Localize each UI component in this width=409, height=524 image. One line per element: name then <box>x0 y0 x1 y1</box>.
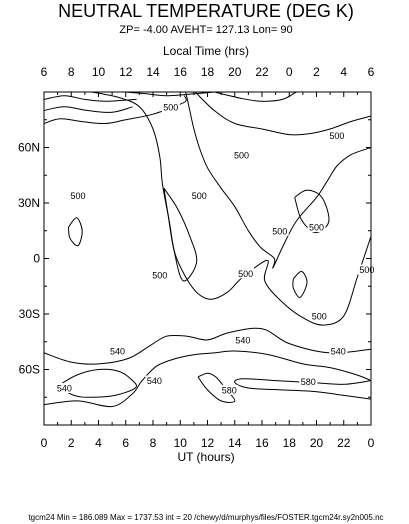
contour-line-580-15 <box>197 372 236 403</box>
ut-tick-label: 2 <box>68 436 75 450</box>
contour-label-1: 500 <box>329 131 344 141</box>
contour-label-0: 500 <box>163 102 178 112</box>
contour-labels: 500 500 500 500 500 500 500 500 500 500 500 540 540 5… <box>55 101 376 395</box>
contour-label-8: 500 <box>238 269 253 279</box>
contour-label-bg <box>236 268 255 279</box>
bottom-axis-label: UT (hours) <box>177 450 234 464</box>
chart-title: NEUTRAL TEMPERATURE (DEG K) <box>58 1 354 21</box>
contour-label-7: 500 <box>152 271 167 281</box>
contour-label-bg <box>220 384 239 395</box>
ut-tick-label: 14 <box>228 436 242 450</box>
contour-line-580-16 <box>234 378 371 400</box>
contour-label-17: 580 <box>301 377 316 387</box>
ut-tick-label: 4 <box>95 436 102 450</box>
contour-line-500-5 <box>194 92 371 136</box>
lt-tick-label: 6 <box>41 65 48 79</box>
contour-line-500-7 <box>185 92 371 269</box>
contour-label-15: 540 <box>147 376 162 386</box>
contour-label-10: 500 <box>359 265 374 275</box>
contour-line-500-6 <box>214 92 297 102</box>
lt-tick-label: 14 <box>146 65 160 79</box>
contour-line-500-0 <box>44 106 133 113</box>
ut-tick-label: 10 <box>174 436 188 450</box>
lt-tick-label: 2 <box>313 65 320 79</box>
contour-label-6: 500 <box>309 223 324 233</box>
contour-line-540-14 <box>57 368 137 398</box>
contour-line-500-9 <box>68 217 83 247</box>
ut-tick-label: 22 <box>337 436 351 450</box>
contour-label-bg <box>310 310 329 321</box>
contour-label-bg <box>190 190 209 201</box>
contour-label-2: 500 <box>234 150 249 160</box>
contour-lines <box>44 92 371 408</box>
contour-label-bg <box>329 346 348 356</box>
contour-label-13: 540 <box>331 347 346 357</box>
lt-tick-label: 8 <box>68 65 75 79</box>
contour-label-bg <box>357 264 376 275</box>
contour-label-bg <box>55 383 74 393</box>
contour-label-16: 580 <box>222 385 237 395</box>
contour-label-14: 540 <box>57 384 72 394</box>
plot-frame <box>43 91 372 426</box>
ut-tick-label: 0 <box>41 436 48 450</box>
lat-tick-label: 60N <box>18 141 40 155</box>
lat-tick-label: 0 <box>33 252 40 266</box>
contour-label-bg <box>69 190 88 201</box>
contour-label-11: 540 <box>110 347 125 357</box>
contour-label-bg <box>232 149 251 160</box>
contour-line-500-2 <box>44 95 187 125</box>
contour-label-3: 500 <box>71 191 86 201</box>
lt-tick-label: 6 <box>368 65 375 79</box>
contour-label-bg <box>150 270 169 281</box>
lt-tick-label: 22 <box>255 65 269 79</box>
ut-tick-label: 0 <box>368 436 375 450</box>
ut-tick-label: 12 <box>201 436 215 450</box>
ut-tick-label: 16 <box>255 436 269 450</box>
ut-tick-label: 6 <box>122 436 129 450</box>
axes: 0628410612814101612181420162218020222406… <box>18 65 375 450</box>
contour-line-540-13 <box>44 350 371 408</box>
contour-label-bg <box>327 130 346 141</box>
chart-subtitle: ZP= -4.00 AVEHT= 127.13 Lon= 90 <box>119 24 292 36</box>
contour-label-bg <box>108 346 127 356</box>
top-axis-label: Local Time (hrs) <box>163 44 249 58</box>
lat-tick-label: 60S <box>19 363 40 377</box>
contour-label-bg <box>307 222 326 233</box>
contour-label-12: 540 <box>235 335 250 345</box>
contour-line-500-8 <box>163 187 198 282</box>
lat-tick-label: 30N <box>18 196 40 210</box>
contour-label-9: 500 <box>312 311 327 321</box>
footer-text: tgcm24 Min = 186.089 Max = 1737.53 int =… <box>28 513 383 522</box>
contour-label-bg <box>299 376 318 387</box>
contour-label-bg <box>270 225 289 236</box>
contour-label-bg <box>161 101 180 112</box>
contour-label-bg <box>145 375 164 386</box>
lt-tick-label: 18 <box>201 65 215 79</box>
ut-tick-label: 8 <box>150 436 157 450</box>
contour-line-500-3 <box>91 92 371 326</box>
contour-label-4: 500 <box>192 191 207 201</box>
lt-tick-label: 10 <box>92 65 106 79</box>
lt-tick-label: 0 <box>286 65 293 79</box>
contour-line-500-1 <box>44 95 137 102</box>
ut-tick-label: 18 <box>283 436 297 450</box>
contour-line-500-11 <box>292 270 308 298</box>
lt-tick-label: 12 <box>119 65 133 79</box>
lt-tick-label: 20 <box>228 65 242 79</box>
ut-tick-label: 20 <box>310 436 324 450</box>
contour-line-540-12 <box>44 327 371 365</box>
lt-tick-label: 16 <box>174 65 188 79</box>
lt-tick-label: 4 <box>340 65 347 79</box>
contour-label-5: 500 <box>272 226 287 236</box>
contour-line-500-10 <box>294 189 330 234</box>
contour-label-bg <box>233 334 252 345</box>
lat-tick-label: 30S <box>19 307 40 321</box>
